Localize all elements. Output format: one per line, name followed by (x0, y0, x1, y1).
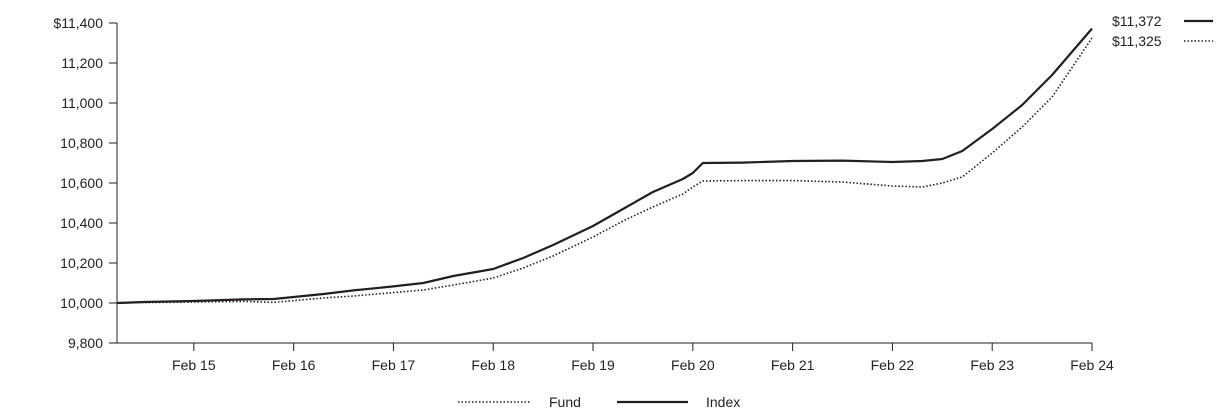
legend: Fund Index (458, 394, 740, 410)
y-tick-label: 10,800 (60, 135, 103, 151)
x-tick-label: Feb 21 (771, 357, 815, 373)
x-tick-label: Feb 19 (571, 357, 615, 373)
series-line-index (116, 27, 1093, 305)
y-tick-label: 11,200 (61, 55, 103, 71)
legend-label-index: Index (706, 394, 740, 410)
end-labels: $11,372 $11,325 (1112, 13, 1213, 49)
x-tick-label: Feb 22 (871, 357, 915, 373)
legend-label-fund: Fund (549, 394, 581, 410)
series-lines (116, 27, 1093, 305)
y-tick-label: $11,400 (53, 15, 103, 31)
y-tick-label: 11,000 (61, 95, 103, 111)
y-tick-label: 10,400 (60, 215, 103, 231)
series-line-fund (116, 37, 1093, 304)
x-tick-label: Feb 17 (372, 357, 416, 373)
x-tick-label: Feb 15 (172, 357, 216, 373)
x-tick-label: Feb 16 (272, 357, 316, 373)
x-tick-label: Feb 23 (970, 357, 1014, 373)
x-axis-ticks: Feb 15 Feb 16 Feb 17 Feb 18 Feb 19 Feb 20 Feb … (172, 343, 1114, 373)
y-tick-label: 10,600 (60, 175, 103, 191)
x-tick-label: Feb 20 (671, 357, 715, 373)
end-label-fund: $11,325 (1112, 33, 1162, 49)
y-tick-label: 10,000 (60, 295, 103, 311)
x-tick-label: Feb 18 (471, 357, 515, 373)
plot-area: $11,400 11,200 11,000 10,800 10,600 10,400 10,… (53, 13, 1213, 373)
y-axis-ticks: $11,400 11,200 11,000 10,800 10,600 10,400 10,… (53, 15, 117, 351)
end-label-index: $11,372 (1112, 13, 1162, 29)
y-tick-label: 10,200 (60, 255, 103, 271)
x-tick-label: Feb 24 (1070, 357, 1114, 373)
y-tick-label: 9,800 (68, 335, 103, 351)
